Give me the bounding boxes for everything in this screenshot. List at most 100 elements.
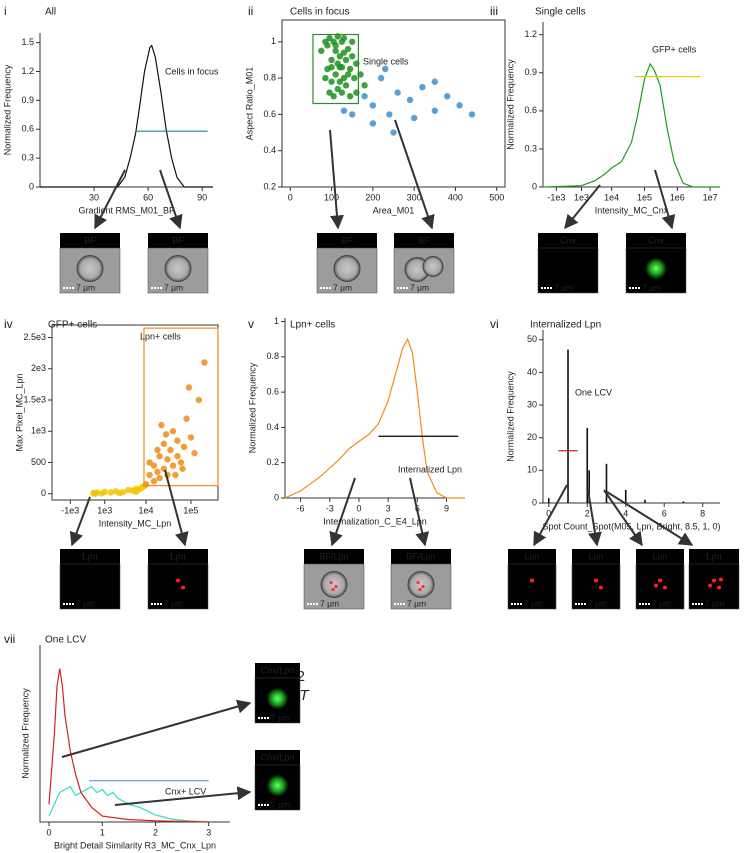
thumb-label: Cnx/Lpn xyxy=(261,752,295,762)
x-tick-label: 100 xyxy=(324,192,339,202)
spot xyxy=(599,585,603,590)
point xyxy=(328,56,335,64)
panel-label: vii xyxy=(4,632,15,646)
x-axis-label: Intensity_MC_Lpn xyxy=(99,518,172,528)
series-line xyxy=(542,62,720,188)
arrow xyxy=(329,477,356,547)
thumbnail: Lpn 7 µm xyxy=(147,549,209,610)
cell xyxy=(76,255,104,282)
x-tick-label: 90 xyxy=(197,192,207,202)
thumb-header xyxy=(255,663,300,678)
y-tick-label: 50 xyxy=(527,334,537,344)
y-tick-label: 0.9 xyxy=(21,95,34,105)
y-tick-label: 1 xyxy=(271,36,276,46)
thumb-header xyxy=(255,750,300,765)
thumb-header xyxy=(391,549,451,564)
point xyxy=(390,129,397,136)
panel-title: Cells in focus xyxy=(290,7,349,18)
spot xyxy=(334,584,338,589)
arrow xyxy=(94,169,126,230)
x-tick-label: 200 xyxy=(365,192,380,202)
thumb-image xyxy=(59,563,121,610)
thumbnail: Lpn 7 µm xyxy=(507,549,557,610)
plot-frame xyxy=(51,324,219,501)
y-tick-label: 0 xyxy=(532,497,537,507)
bar xyxy=(586,427,589,503)
point xyxy=(419,83,426,91)
scale-label: 7 µm xyxy=(76,282,95,292)
y-tick-label: 0.9 xyxy=(524,67,537,77)
point xyxy=(180,443,188,451)
arrow xyxy=(394,119,435,230)
point xyxy=(146,459,153,466)
spot xyxy=(717,585,721,590)
y-tick-label: 0 xyxy=(274,492,279,502)
y-axis-label: Normalized Frequency xyxy=(2,64,12,155)
spot xyxy=(654,583,658,588)
spot xyxy=(594,578,598,583)
spot xyxy=(712,578,716,583)
y-tick-label: 2.5e3 xyxy=(23,332,46,342)
point xyxy=(160,440,168,447)
thumb-label: BF xyxy=(172,235,184,245)
x-tick-label: 1 xyxy=(100,827,105,837)
point xyxy=(326,89,333,96)
thumb-label: Lpn xyxy=(706,551,721,561)
x-tick-label: 8 xyxy=(700,508,705,518)
thumb-header xyxy=(148,549,208,564)
thumb-image xyxy=(688,563,740,610)
point xyxy=(179,465,186,472)
x-axis-label: Gradient RMS_M01_BF xyxy=(78,205,175,215)
point xyxy=(340,107,348,114)
point xyxy=(406,96,414,104)
thumb-label: BF xyxy=(84,235,96,245)
thumbnail: BF 7 µm xyxy=(147,233,209,294)
panel-label: i xyxy=(4,4,7,18)
y-tick-label: 0 xyxy=(41,488,46,498)
axes xyxy=(542,330,720,504)
point xyxy=(174,453,181,460)
point xyxy=(328,63,335,71)
thumbnail: BF 7 µm xyxy=(59,233,121,294)
point xyxy=(132,488,140,496)
point xyxy=(410,114,418,122)
thumbnail: BF 7 µm xyxy=(316,233,378,294)
arrow xyxy=(329,129,344,230)
y-axis-label: Normalized Frequency xyxy=(20,688,30,779)
thumb-header xyxy=(508,549,556,564)
point xyxy=(195,396,203,404)
point xyxy=(386,111,393,118)
point xyxy=(330,93,337,100)
x-tick-label: 60 xyxy=(143,192,153,202)
y-tick-label: 1 xyxy=(274,316,279,326)
thumb-image xyxy=(571,563,621,610)
point xyxy=(91,490,99,497)
point xyxy=(340,34,348,42)
y-tick-label: 0.2 xyxy=(263,181,276,191)
y-axis-label: Normalized Frequency xyxy=(247,362,257,453)
spot xyxy=(331,587,335,592)
thumbnail: Lpn 7 µm xyxy=(688,549,740,610)
series-line xyxy=(40,44,213,188)
point xyxy=(154,468,161,476)
y-tick-label: 0.3 xyxy=(21,153,34,163)
y-tick-label: 1.2 xyxy=(21,66,34,76)
spot xyxy=(530,578,534,583)
point xyxy=(326,34,333,42)
cell xyxy=(333,255,361,282)
x-tick-label: 1e4 xyxy=(604,192,619,202)
point xyxy=(177,459,185,466)
gate-label: Cnx+ LCV xyxy=(165,786,206,796)
y-axis-label: Normalized Frequency xyxy=(505,59,515,150)
x-axis-label: Bright Detail Similarity R3_MC_Cnx_Lpn xyxy=(54,840,216,850)
scale-label: 7 µm xyxy=(333,282,352,292)
arrow xyxy=(587,489,602,547)
arrow xyxy=(164,469,189,547)
scale-label: 7 µm xyxy=(164,598,183,608)
thumb-image xyxy=(147,563,209,610)
thumbnail: Cnx/Lpn 7 µm xyxy=(254,750,301,811)
point xyxy=(201,359,208,366)
x-tick-label: 1e3 xyxy=(574,192,589,202)
thumb-label: Cnx xyxy=(648,235,665,245)
